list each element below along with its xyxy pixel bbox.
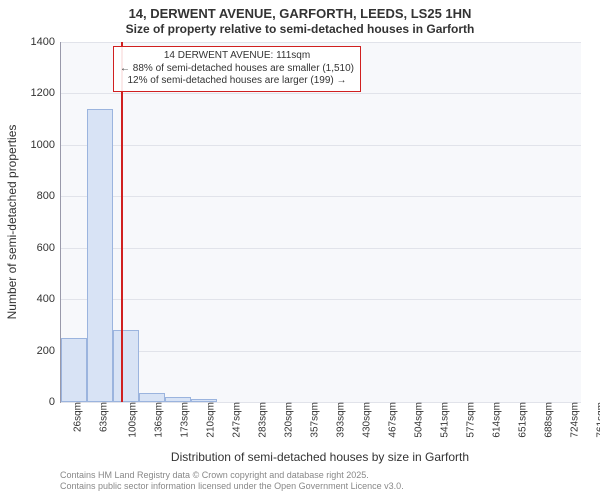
y-tick-label: 1000 <box>31 139 61 151</box>
y-tick-label: 200 <box>37 345 61 357</box>
y-tick-label: 800 <box>37 190 61 202</box>
x-tick-label: 504sqm <box>409 402 424 438</box>
x-tick-label: 100sqm <box>124 402 139 438</box>
x-tick-label: 136sqm <box>149 402 164 438</box>
x-tick-label: 577sqm <box>461 402 476 438</box>
x-tick-label: 430sqm <box>357 402 372 438</box>
property-size-histogram: 14, DERWENT AVENUE, GARFORTH, LEEDS, LS2… <box>0 0 600 500</box>
x-tick-label: 541sqm <box>436 402 451 438</box>
y-tick-label: 600 <box>37 242 61 254</box>
y-axis-label: Number of semi-detached properties <box>5 125 19 320</box>
y-tick-label: 1200 <box>31 87 61 99</box>
gridline <box>61 93 581 94</box>
histogram-bar <box>61 338 87 402</box>
x-tick-label: 651sqm <box>513 402 528 438</box>
x-tick-label: 614sqm <box>487 402 502 438</box>
x-tick-label: 173sqm <box>175 402 190 438</box>
x-tick-label: 467sqm <box>383 402 398 438</box>
x-tick-label: 724sqm <box>565 402 580 438</box>
gridline <box>61 42 581 43</box>
x-axis-label: Distribution of semi-detached houses by … <box>60 450 580 464</box>
x-tick-label: 688sqm <box>540 402 555 438</box>
gridline <box>61 145 581 146</box>
gridline <box>61 248 581 249</box>
histogram-bar <box>165 397 191 402</box>
x-tick-label: 761sqm <box>591 402 600 438</box>
histogram-bar <box>191 399 217 402</box>
chart-title-block: 14, DERWENT AVENUE, GARFORTH, LEEDS, LS2… <box>0 0 600 36</box>
histogram-bar <box>113 330 138 402</box>
x-tick-label: 63sqm <box>95 402 110 432</box>
plot-area: 020040060080010001200140026sqm63sqm100sq… <box>60 42 581 403</box>
attribution-footer: Contains HM Land Registry data © Crown c… <box>60 470 580 492</box>
y-tick-label: 0 <box>49 396 61 408</box>
gridline <box>61 351 581 352</box>
x-tick-label: 320sqm <box>279 402 294 438</box>
x-tick-label: 26sqm <box>69 402 84 432</box>
annotation-line: ← 88% of semi-detached houses are smalle… <box>120 63 354 76</box>
footer-line: Contains HM Land Registry data © Crown c… <box>60 470 580 481</box>
reference-line <box>121 42 123 402</box>
chart-title-line1: 14, DERWENT AVENUE, GARFORTH, LEEDS, LS2… <box>0 6 600 22</box>
x-tick-label: 357sqm <box>305 402 320 438</box>
gridline <box>61 299 581 300</box>
y-tick-label: 1400 <box>31 36 61 48</box>
annotation-box: 14 DERWENT AVENUE: 111sqm ← 88% of semi-… <box>113 46 361 92</box>
gridline <box>61 402 581 403</box>
annotation-line: 12% of semi-detached houses are larger (… <box>120 75 354 88</box>
footer-line: Contains public sector information licen… <box>60 481 580 492</box>
chart-title-line2: Size of property relative to semi-detach… <box>0 22 600 36</box>
x-tick-label: 247sqm <box>228 402 243 438</box>
x-tick-label: 393sqm <box>331 402 346 438</box>
histogram-bar <box>139 393 165 402</box>
annotation-line: 14 DERWENT AVENUE: 111sqm <box>120 50 354 63</box>
y-tick-label: 400 <box>37 293 61 305</box>
gridline <box>61 196 581 197</box>
x-tick-label: 210sqm <box>201 402 216 438</box>
x-tick-label: 283sqm <box>253 402 268 438</box>
histogram-bar <box>87 109 113 402</box>
